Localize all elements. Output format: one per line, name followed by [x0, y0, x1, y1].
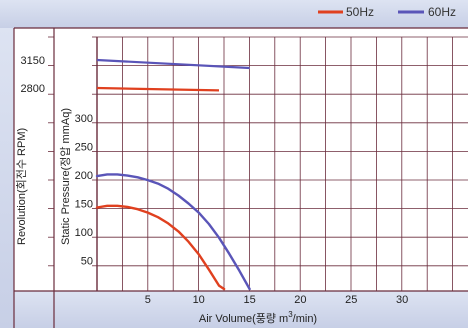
- data-series: [95, 58, 251, 291]
- x-tick-label: 25: [345, 294, 357, 306]
- revolution-tick-label: 2800: [21, 83, 45, 95]
- x-axis-title-prefix: Air Volume(풍량 m: [199, 312, 288, 325]
- pressure-curve-50hz: [95, 204, 226, 291]
- header-band: [0, 0, 468, 28]
- legend-label-60hz: 60Hz: [428, 5, 456, 19]
- x-tick-label: 10: [193, 294, 205, 306]
- pressure-axis-title: Static Pressure(정압 mmAq): [59, 108, 72, 245]
- x-tick-label: 15: [243, 294, 255, 306]
- legend-label-50hz: 50Hz: [346, 5, 374, 19]
- revolution-line-60hz: [96, 58, 250, 70]
- x-tick-label: 30: [396, 294, 408, 306]
- pressure-tick-label: 50: [81, 256, 93, 268]
- plot-grid: [48, 36, 468, 291]
- revolution-tick-label: 3150: [21, 55, 45, 67]
- chart-frame: [13, 27, 468, 328]
- x-axis-title-superscript: 3: [288, 310, 293, 319]
- revolution-axis-title: Revolution(회전수 RPM): [15, 128, 28, 245]
- left-band: [0, 28, 14, 328]
- pressure-tick-label: 100: [75, 227, 93, 239]
- pressure-curve-60hz: [95, 173, 251, 291]
- legend: 50Hz 60Hz: [318, 5, 456, 19]
- x-axis-title: Air Volume(풍량 m3/min): [199, 310, 317, 325]
- tick-labels: 5 10 15 20 25 30 50 100 150 200 250 300 3150 2800: [21, 55, 409, 306]
- pressure-tick-label: 150: [75, 199, 93, 211]
- pressure-tick-label: 300: [75, 113, 93, 125]
- pressure-tick-label: 200: [75, 170, 93, 182]
- bottom-band: [14, 291, 468, 328]
- revolution-line-50hz: [96, 86, 220, 92]
- x-axis-title-suffix: /min): [293, 313, 317, 325]
- x-tick-label: 5: [145, 294, 151, 306]
- x-tick-label: 20: [294, 294, 306, 306]
- revolution-axis-panel: [14, 28, 54, 291]
- pressure-tick-label: 250: [75, 142, 93, 154]
